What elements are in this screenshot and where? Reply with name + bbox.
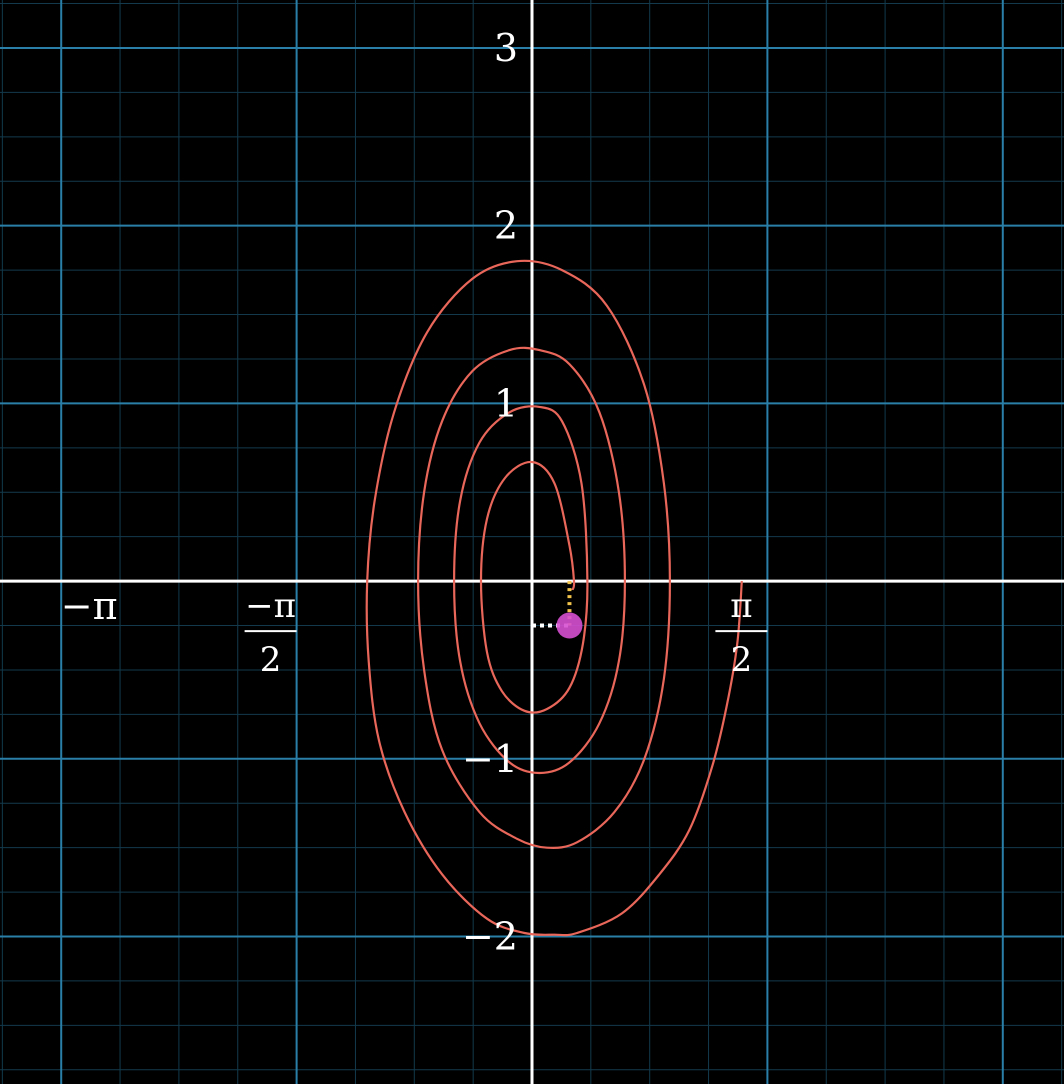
spiral-curve-layer xyxy=(365,259,743,937)
y-tick-label: −2 xyxy=(462,915,518,959)
state-point-marker xyxy=(556,612,583,639)
state-point-layer xyxy=(556,612,583,639)
x-tick-denominator: 2 xyxy=(260,640,282,680)
x-tick-label: −π xyxy=(61,584,118,628)
spiral-trajectory-line xyxy=(365,259,743,937)
x-tick-numerator: π xyxy=(730,586,752,626)
y-tick-label: 3 xyxy=(494,26,518,70)
x-tick-numerator: −π xyxy=(245,586,296,626)
y-tick-label: 2 xyxy=(494,204,518,248)
y-tick-label: 1 xyxy=(494,381,518,425)
tick-labels: 3 2 1 −1 −2 −π −π 2 π 2 xyxy=(61,26,768,959)
y-tick-label: −1 xyxy=(462,737,518,781)
x-tick-denominator: 2 xyxy=(731,640,753,680)
